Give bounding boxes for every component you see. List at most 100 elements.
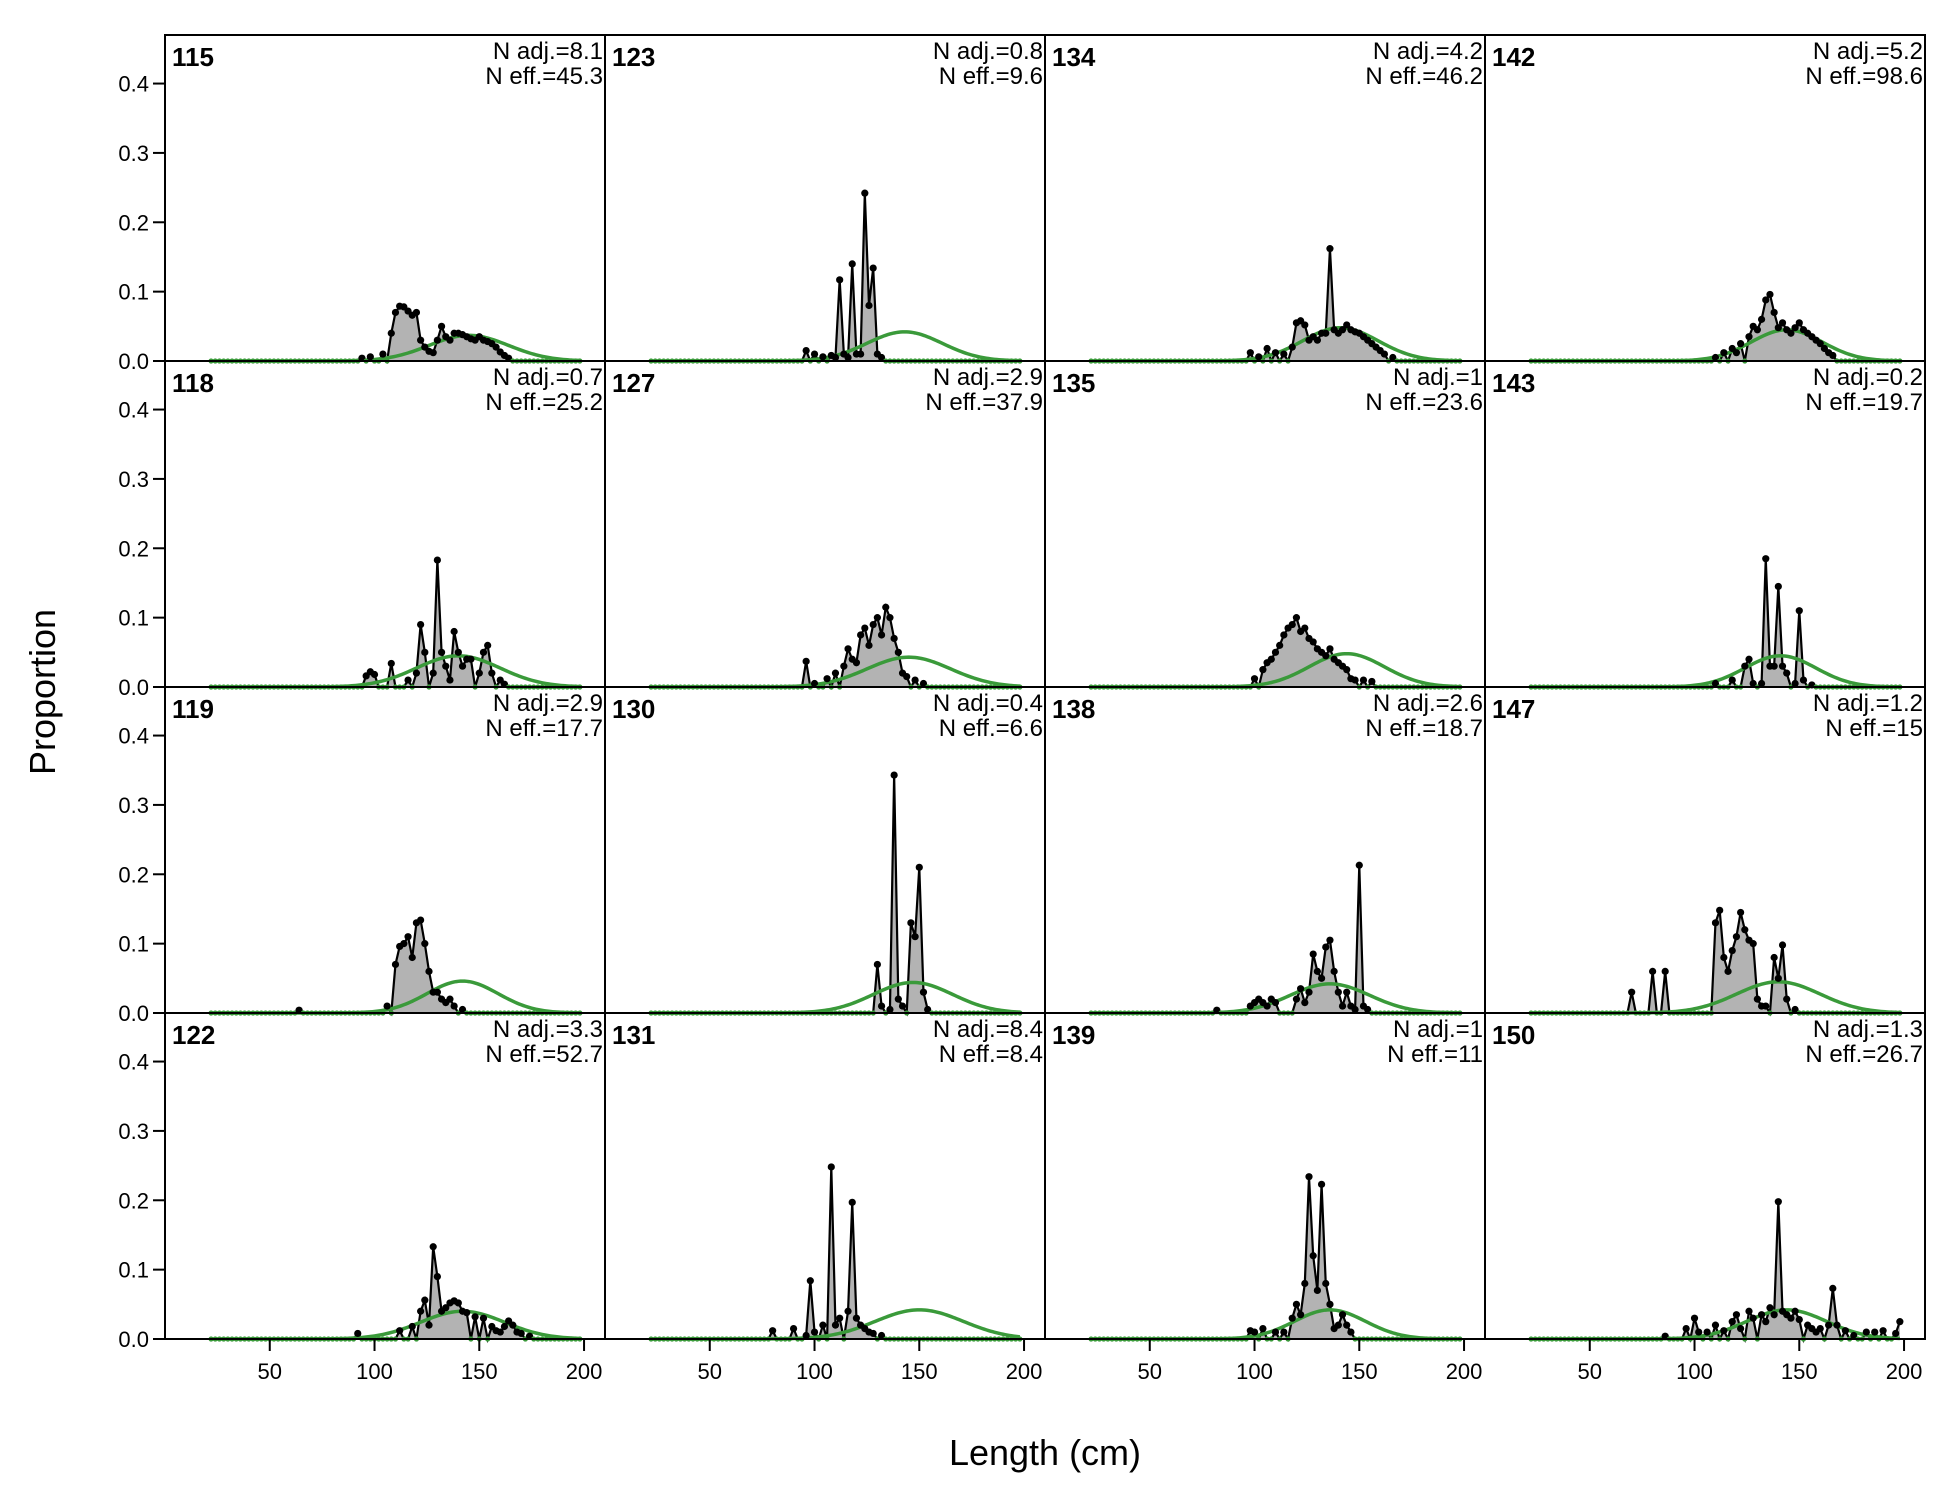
observed-point (366, 353, 374, 361)
observed-point (1795, 1315, 1803, 1324)
panel-n-adj-label: N adj.=0.2 (1813, 364, 1923, 391)
observed-point (844, 1307, 852, 1315)
observed-point (1757, 1311, 1766, 1319)
axes-layer: 0.00.10.20.30.40.00.10.20.30.40.00.10.20… (118, 72, 1922, 1384)
observed-point (1351, 1005, 1359, 1014)
observed-point (1271, 998, 1280, 1007)
observed-point (1292, 995, 1301, 1003)
panel-n-adj-label: N adj.=8.1 (493, 38, 603, 65)
observed-point (1791, 1307, 1799, 1315)
observed-point (1309, 950, 1317, 958)
observed-point (1326, 645, 1334, 653)
observed-point (1271, 1328, 1280, 1336)
observed-point (1774, 582, 1782, 591)
observed-point (1841, 1327, 1849, 1335)
observed-point (1246, 349, 1254, 357)
observed-point (442, 1304, 450, 1312)
observed-point (1334, 1321, 1342, 1329)
observed-point (488, 669, 496, 677)
observed-point (819, 353, 827, 361)
panel-id-label: 131 (612, 1020, 655, 1050)
observed-point (1317, 974, 1326, 982)
observed-point (454, 1299, 462, 1307)
observed-point (1305, 1173, 1313, 1181)
observed-point (450, 627, 458, 636)
observed-point (1778, 319, 1787, 327)
observed-point (387, 329, 395, 337)
panel-id-label: 142 (1492, 42, 1535, 72)
observed-point (915, 863, 923, 871)
observed-point (500, 1322, 509, 1331)
observed-point (894, 995, 902, 1003)
observed-point (433, 1272, 441, 1281)
observed-point (1351, 676, 1359, 684)
observed-point (1297, 1311, 1305, 1319)
panel-n-adj-label: N adj.=1 (1393, 364, 1483, 391)
x-axis-col-2: 50 100 150 200 (698, 1339, 1042, 1384)
observed-point (1259, 666, 1267, 674)
observed-point (1879, 1327, 1887, 1335)
observed-point (861, 189, 869, 197)
observed-point (1783, 995, 1791, 1003)
observed-point (1322, 943, 1330, 951)
observed-point (425, 1321, 433, 1329)
y-tick-label: 0.1 (118, 1258, 149, 1283)
observed-point (1850, 1331, 1858, 1340)
panel-id-label: 150 (1492, 1020, 1535, 1050)
y-axis-row-4: 0.0 0.1 0.2 0.3 0.4 (118, 1050, 165, 1352)
observed-point (383, 1002, 391, 1010)
observed-point (1259, 1324, 1267, 1333)
observed-point (1728, 676, 1736, 684)
y-tick-label: 0.3 (118, 467, 149, 492)
observed-point (806, 1277, 814, 1285)
observed-point (1741, 926, 1749, 934)
observed-point (396, 1327, 404, 1335)
observed-point (1791, 679, 1799, 688)
observed-point (479, 648, 488, 656)
observed-point (1326, 936, 1334, 944)
panel-n-eff-label: N eff.=8.4 (939, 1041, 1043, 1068)
observed-point (446, 676, 454, 684)
observed-point (1301, 321, 1309, 329)
observed-point (475, 669, 483, 677)
panel-n-adj-label: N adj.=2.9 (933, 364, 1043, 391)
panel-n-adj-label: N adj.=1 (1393, 1016, 1483, 1043)
observed-point (425, 967, 433, 975)
observed-point (1301, 1279, 1309, 1288)
observed-point (1288, 1314, 1296, 1322)
observed-point (1816, 340, 1824, 348)
observed-area (211, 560, 580, 687)
observed-point (1749, 940, 1757, 948)
x-tick-label: 100 (1676, 1359, 1713, 1384)
observed-point (1280, 1328, 1288, 1336)
observed-point (1753, 326, 1761, 334)
observed-point (1343, 666, 1351, 674)
observed-point (429, 1243, 437, 1251)
x-tick-label: 150 (1341, 1359, 1378, 1384)
x-tick-label: 150 (1781, 1359, 1818, 1384)
observed-point (1250, 1328, 1259, 1336)
observed-point (1762, 555, 1770, 563)
observed-point (907, 919, 915, 927)
y-tick-label: 0.0 (118, 675, 149, 700)
observed-point (1359, 676, 1368, 684)
observed-point (1770, 1311, 1778, 1319)
observed-point (421, 940, 429, 948)
observed-point (1749, 679, 1757, 688)
observed-point (1757, 315, 1766, 323)
observed-point (919, 988, 928, 996)
observed-point (1770, 662, 1778, 670)
observed-point (1343, 321, 1351, 329)
observed-point (802, 346, 810, 355)
panel-n-adj-label: N adj.=3.3 (493, 1016, 603, 1043)
observed-point (408, 953, 416, 962)
y-tick-label: 0.1 (118, 280, 149, 305)
observed-point (810, 1328, 819, 1336)
x-tick-label: 100 (796, 1359, 833, 1384)
observed-point (1364, 1005, 1372, 1014)
panel-id-label: 118 (172, 368, 214, 398)
observed-point (412, 308, 421, 317)
panel-border (1484, 1012, 1926, 1340)
observed-point (1833, 1321, 1841, 1329)
